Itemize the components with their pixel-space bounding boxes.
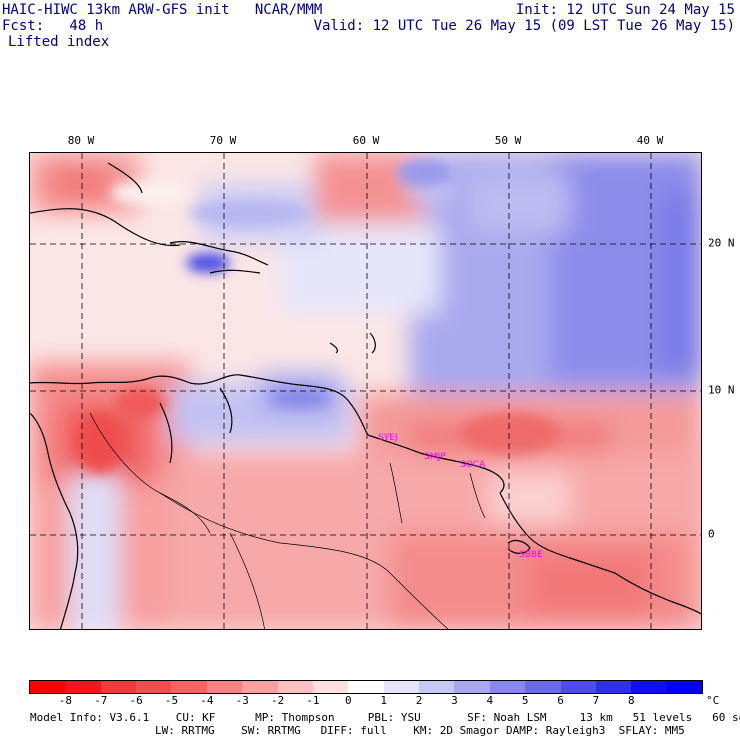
map-canvas [30,153,701,629]
colorbar-tick-label: -5 [164,694,179,707]
lon-label-40w: 40 W [636,134,664,147]
station-label-syej: SYEJ [378,433,398,443]
colorbar-tick-label: -4 [200,694,214,707]
colorbar-tick-label: 4 [486,694,494,707]
colorbar-swatch [666,680,703,694]
colorbar-swatch [242,680,279,694]
colorbar-swatch [595,680,632,694]
colorbar-swatch [100,680,137,694]
colorbar-swatch [136,680,173,694]
colorbar-swatch [171,680,208,694]
colorbar-swatch [525,680,562,694]
model-title: HAIC-HIWC 13km ARW-GFS init NCAR/MMM [2,2,323,18]
borders [89,412,486,629]
lon-label-80w: 80 W [67,134,95,147]
graticule [30,153,701,629]
lat-label-0: 0 [708,527,715,541]
colorbar-swatch [560,680,597,694]
colorbar-tick-label: 0 [345,694,352,707]
init-time: Init: 12 UTC Sun 24 May 15 [515,2,735,18]
colorbar-tick-label: -2 [270,694,285,707]
colorbar-swatch [206,680,243,694]
colorbar-swatch [30,680,66,694]
colorbar-tick-label: 6 [557,694,564,707]
colorbar-swatch [312,680,349,694]
colorbar-swatch [65,680,102,694]
colorbar-tick-label: -1 [306,694,320,707]
lon-label-70w: 70 W [209,134,237,147]
colorbar-tick-label: 2 [415,694,423,707]
colorbar-tick-label: 5 [521,694,529,707]
colorbar-tick-label: -3 [235,694,249,707]
colorbar-swatch [419,680,456,694]
field-shading [30,153,701,629]
station-label-smjp: SMJP [424,452,446,462]
colorbar-unit: °C [706,694,720,707]
lifted-index-map: SYEJ SMJP SOCA SBBE [29,152,702,630]
colorbar-swatch [348,680,385,694]
colorbar-tick-label: -6 [129,694,143,707]
station-label-soca: SOCA [460,460,486,470]
model-info-line1: Model Info: V3.6.1 CU: KF MP: Thompson P… [30,711,740,724]
colorbar-swatch [489,680,526,694]
lon-label-60w: 60 W [352,134,380,147]
field-name: Lifted index [8,34,110,50]
colorbar-tick-label: 1 [380,694,387,707]
lat-label-20n: 20 N [708,236,735,250]
station-label-sbbe: SBBE [519,550,543,560]
valid-time: Valid: 12 UTC Tue 26 May 15 (09 LST Tue … [313,18,735,34]
colorbar-tick-label: 3 [451,694,458,707]
colorbar-swatch [277,680,314,694]
colorbar-tick-label: 8 [627,694,635,707]
lon-label-50w: 50 W [494,134,522,147]
colorbar-swatch [383,680,420,694]
colorbar-tick-label: -7 [94,694,108,707]
colorbar-tick-label: 7 [592,694,600,707]
model-info-line2: LW: RRTMG SW: RRTMG DIFF: full KM: 2D Sm… [155,724,685,737]
colorbar-swatch [631,680,668,694]
colorbar-swatch [454,680,491,694]
field-detail [75,159,560,473]
colorbar-tick-label: -8 [58,694,72,707]
forecast-hour: Fcst: 48 h [2,18,104,34]
lat-label-10n: 10 N [708,383,735,397]
